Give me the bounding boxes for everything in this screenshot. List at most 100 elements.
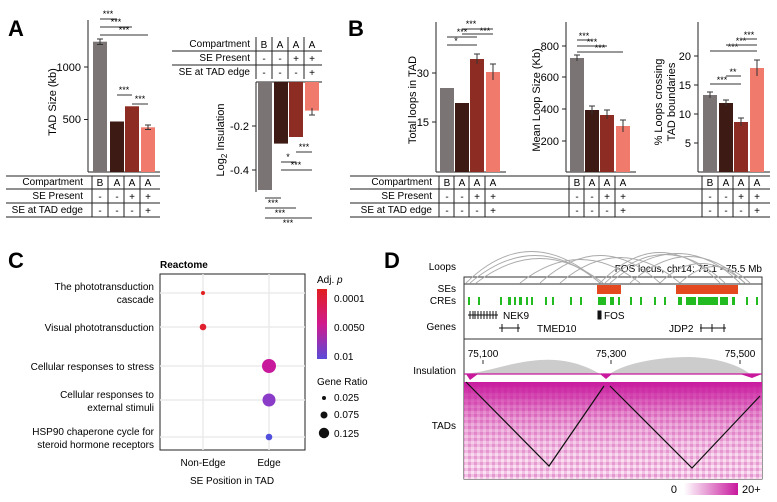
gene-label-nek9: NEK9 [503,311,530,322]
legend-p-tick-3: 0.01 [334,352,354,363]
ylabel-1-line-2: cascade [117,295,155,306]
ins-cell-se-2: - [278,54,281,65]
dotplot-ylabels: The phototransduction cascade Visual pho… [31,282,155,451]
tad-size-bar-a1 [110,121,124,172]
crossing-ylabel-line-2: TAD boundaries [666,62,678,141]
b2-se-4: + [620,192,626,203]
mean-loop-ylabel: Mean Loop Size (Kb) [531,48,543,151]
b1-comp-4: A [490,178,497,189]
panel-b-label: B [348,16,364,41]
insulation-bar-a2 [289,82,303,137]
b-row-label-se-present: SE Present [381,191,432,202]
tad-size-bar-a2 [125,106,139,172]
crossing-bar-a2 [734,122,748,172]
ins-cell-comp-2: A [277,40,284,51]
sig-label-b1-4: *** [480,26,491,36]
panel-a: A TAD Size (kb) 500 1000 *** *** *** [6,9,322,228]
reactome-title: Reactome [160,260,208,271]
loop-arc-11 [659,263,746,284]
cre-22 [698,297,718,305]
cre-15 [618,297,620,305]
ins-cell-edge-3: - [294,68,297,79]
cre-19 [664,297,666,305]
mean-loop-bar-b [570,58,584,172]
se-block-1 [597,285,621,294]
mean-loop-bar-a2 [600,115,614,172]
cre-14 [610,297,614,305]
b3-edge-1: - [708,206,711,217]
crossing-bar-a1 [719,103,733,172]
panel-d-label: D [384,248,400,273]
legend-size-dot-medium [320,411,328,419]
sig-label-b3-5: *** [744,30,755,40]
b1-comp-3: A [474,178,481,189]
ins-row-label-compartment: Compartment [189,39,250,50]
b2-comp-3: A [604,178,611,189]
cre-25 [746,297,748,305]
b3-se-3: + [738,192,744,203]
cell-se-3: + [129,192,135,203]
tad-size-error-b [97,38,103,45]
ins-cell-edge-1: - [262,68,265,79]
loop-arc-3 [475,258,604,284]
track-label-genes: Genes [427,322,456,333]
b3-se-1: - [708,192,711,203]
legend-size-tick-2: 0.075 [334,410,359,421]
tad-size-table: Compartment SE Present SE at TAD edge B … [6,175,160,218]
tad-size-ylabel: TAD Size (kb) [47,68,59,136]
loop-arc-9 [609,253,741,284]
gene-label-tmed10: TMED10 [537,324,577,335]
cell-edge-2: - [115,206,118,217]
sig-label-b3-1: *** [717,75,728,85]
b1-comp-2: A [459,178,466,189]
crossing-ylabel-line: % Loops crossing [653,59,665,146]
legend-p-tick-1: 0.0001 [334,294,365,305]
b2-edge-2: - [590,206,593,217]
sig-label-a1-4: *** [119,85,130,95]
legend-size-tick-1: 0.025 [334,393,359,404]
axis-tick-75500: 75,500 [725,349,756,360]
insulation-area [464,357,762,377]
cre-track [468,297,758,305]
b3-se-2: - [724,192,727,203]
track-label-tads: TADs [432,421,456,432]
crossing-tick-label-20: 20 [679,51,691,63]
ylabel-4-line-1: Cellular responses to [60,390,154,401]
gene-label-fos: FOS [604,311,625,322]
b1-edge-4: + [490,206,496,217]
adj-p-symbol: p [336,275,343,286]
ins-cell-comp-3: A [293,40,300,51]
cre-26 [756,297,758,305]
cre-17 [640,297,642,305]
sig-label-b1-1: * [454,36,458,46]
panel-b: B Total loops in TAD 15 30 * *** *** ***… [348,16,770,218]
b2-edge-4: + [620,206,626,217]
cre-13 [598,297,606,305]
loop-arc-10 [629,256,746,284]
crossing-bar-b [703,95,717,172]
legend-adjp-title: Adj. p [317,275,343,286]
cre-18 [654,297,656,305]
track-label-insulation: Insulation [413,366,456,377]
mean-loop-tick-label-200: 200 [541,136,559,148]
axis-tick-75100: 75,100 [468,349,499,360]
ins-cell-edge-2: - [278,68,281,79]
b1-se-1: - [445,192,448,203]
b2-comp-4: A [620,178,627,189]
ylabel-5-line-2: steroid hormone receptors [37,440,154,451]
ins-cell-se-4: + [309,54,315,65]
b3-edge-2: - [724,206,727,217]
total-loops-bar-a1 [455,103,469,172]
mean-loop-tick-label-600: 600 [541,72,559,84]
panel-a-label: A [8,16,24,41]
cre-6 [519,297,522,305]
legend-size-title: Gene Ratio [317,377,368,388]
total-loops-tick-label-30: 30 [417,68,429,80]
insulation-bar-a3 [305,82,319,111]
legend-size-dot-large [318,427,330,439]
mean-loop-tick-label-400: 400 [541,104,559,116]
axis-tick-75300: 75,300 [596,349,627,360]
total-loops-bar-a2 [470,59,484,172]
gene-jdp2-exons [700,324,725,332]
sig-label-a1-5: *** [135,94,146,104]
